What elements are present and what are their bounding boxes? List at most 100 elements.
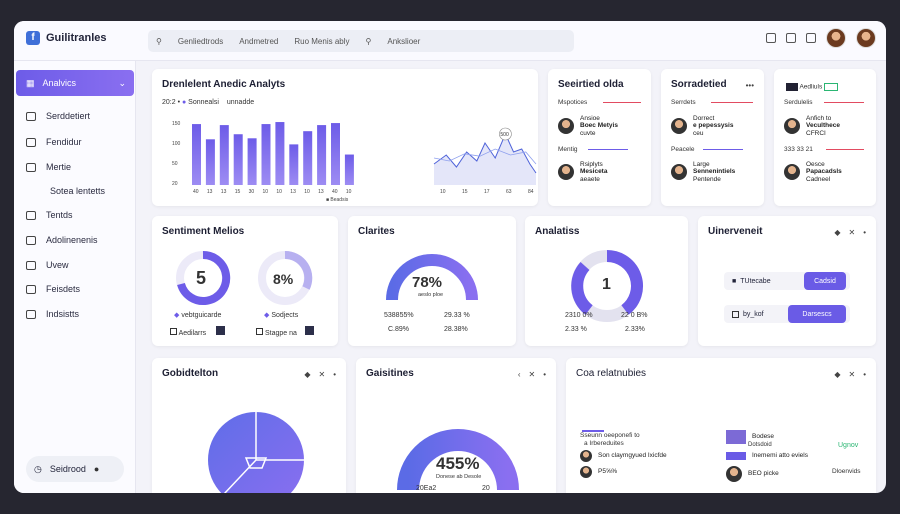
close-icon[interactable]: ✕	[528, 370, 536, 379]
search-item-3[interactable]: Ruo Menis ably	[294, 36, 350, 46]
toggle-icon[interactable]	[824, 83, 839, 91]
person-item[interactable]: Oesce Papacadsls Cadneel	[784, 161, 842, 183]
x-tick-label: 40	[193, 189, 199, 195]
relation-label: Inememi atto eviels	[752, 452, 808, 460]
close-icon[interactable]: ✕	[848, 370, 856, 379]
image-icon[interactable]	[786, 33, 796, 43]
metric-label: Stagpe na	[264, 330, 297, 337]
card-controls[interactable]: ◆ ✕ •	[834, 228, 866, 237]
card-menu-icon[interactable]: •••	[745, 81, 754, 90]
person-item[interactable]: Anfich to Veculthece CFRCI	[784, 115, 840, 137]
section-header: 333 33 21	[784, 146, 813, 153]
sidebar-item-1[interactable]: Serddetiert	[26, 111, 90, 121]
document-icon[interactable]	[766, 33, 776, 43]
person-item[interactable]: Ansioe Boec Metyis cuvte	[558, 115, 618, 137]
avatar	[726, 466, 742, 482]
person-name: Large	[693, 161, 710, 168]
coa-card: Coa relatnubies ◆ ✕ • Sseunn oeeponefi to …	[566, 358, 876, 493]
clarites-card: Clarites 78% aeslo ploe 538855% 29.33 % …	[348, 216, 516, 346]
gauge-value: 5	[196, 268, 207, 288]
person-name: Anfich to	[806, 115, 832, 122]
search-item-1[interactable]: Genliedtrods	[177, 36, 224, 46]
legend-label-b: Sonnealsi	[188, 99, 219, 106]
callout-label: 500	[500, 132, 509, 138]
card-controls[interactable]: ◆ ✕ •	[834, 370, 866, 379]
sidebar-footer-button[interactable]: ◷ Seidrood ●	[26, 456, 124, 482]
sidebar-item-8[interactable]: Feisdets	[26, 284, 80, 294]
line-x-tick-label: 84	[528, 189, 534, 195]
pie-chart[interactable]	[152, 358, 346, 493]
chart-icon	[26, 284, 36, 294]
card-title: Gobidtelton	[162, 368, 219, 379]
y-tick-label: 100	[172, 141, 181, 147]
user-avatar[interactable]	[826, 28, 846, 48]
chevron-left-icon[interactable]: ‹	[517, 370, 521, 379]
gauge-fill	[571, 261, 593, 315]
row-pill[interactable]: Darsescs	[788, 305, 846, 323]
more-icon[interactable]: •	[863, 370, 866, 379]
checkbox[interactable]	[256, 328, 263, 335]
metric-label: Sodjects	[271, 312, 299, 319]
stat-value: 22 0 B%	[621, 312, 648, 319]
stat-value: 28.38%	[444, 326, 468, 333]
person-item[interactable]: Large Sennenintiels Pentende	[671, 161, 735, 183]
diamond-icon[interactable]: ◆	[834, 228, 841, 237]
card-header-label: Aedliuls	[799, 83, 823, 91]
label-row: ◆ Sodjects	[264, 312, 299, 319]
relation-item[interactable]: BEO picke	[726, 466, 779, 482]
monitor-icon	[26, 309, 36, 319]
bar-chart[interactable]: 150 100 50 20 40 13 13 15 30 10 10 13 10 13 40 10 500 10 1…	[152, 69, 538, 206]
person-item[interactable]: Rsiplyts Mesiceta aeaete	[558, 161, 607, 183]
person-meta: Cadneel	[806, 175, 831, 183]
sidebar-item-5[interactable]: Tentds	[26, 210, 73, 220]
relation-item[interactable]: P5⅝%	[580, 466, 617, 478]
person-item[interactable]: Dorrect e pepessysis ceu	[671, 115, 733, 137]
search-item-2[interactable]: Andmetred	[239, 36, 279, 46]
diamond-icon[interactable]: ◆	[304, 370, 311, 379]
label-row[interactable]: Stagpe na	[256, 326, 314, 337]
sidebar-item-7[interactable]: Uvew	[26, 260, 69, 270]
user-avatar-2[interactable]	[856, 28, 876, 48]
bar	[303, 131, 313, 185]
card-title: Sorradetied	[671, 79, 727, 90]
divider	[824, 102, 864, 103]
square-icon	[216, 326, 226, 335]
person-meta: CFRCI	[806, 129, 826, 137]
card-controls[interactable]: ◆ ✕ •	[304, 370, 336, 379]
checkbox[interactable]	[732, 310, 739, 318]
line-x-tick-label: 63	[506, 189, 512, 195]
diamond-icon[interactable]: ◆	[834, 370, 841, 379]
relation-item[interactable]: Son claymgyued Ixicfde	[580, 450, 667, 462]
relation-item[interactable]: Bodese	[726, 430, 774, 444]
card-controls[interactable]: ‹ ✕ •	[518, 370, 546, 379]
close-icon[interactable]: ✕	[318, 370, 326, 379]
person-card-2: Sorradetied ••• Serrdets Dorrect e pepess…	[661, 69, 764, 206]
brand[interactable]: f Guilitranles	[26, 31, 107, 45]
gauge-fill	[386, 254, 478, 301]
label-row[interactable]: Aedilarrs	[170, 326, 226, 337]
checkbox[interactable]	[170, 328, 177, 335]
calendar-icon[interactable]	[806, 33, 816, 43]
search-item-4[interactable]: Ankslioer	[387, 36, 421, 46]
sidebar-item-6[interactable]: Adolinenenis	[26, 235, 98, 245]
app-window: f Guilitranles ⚲ Genliedtrods Andmetred …	[14, 21, 886, 493]
sidebar-item-3[interactable]: Mertie	[26, 162, 71, 172]
sidebar-item-analytics[interactable]: ▦ Analvics ⌄	[16, 70, 134, 96]
message-icon	[26, 162, 36, 172]
row-pill[interactable]: Cadsid	[804, 272, 846, 290]
x-tick-label: 13	[207, 189, 213, 195]
section-header: Serrdets	[671, 99, 696, 106]
sidebar-item-2[interactable]: Fendidur	[26, 137, 82, 147]
more-icon[interactable]: •	[543, 370, 546, 379]
more-icon[interactable]: •	[333, 370, 336, 379]
search-icon: ⚲	[156, 36, 162, 46]
close-icon[interactable]: ✕	[848, 228, 856, 237]
person-line: Mesiceta	[580, 168, 608, 176]
sidebar-item-9[interactable]: Indsistts	[26, 309, 79, 319]
search-bar[interactable]: ⚲ Genliedtrods Andmetred Ruo Menis ably …	[148, 30, 574, 52]
more-icon[interactable]: •	[863, 228, 866, 237]
sidebar-item-4[interactable]: Sotea lentetts	[50, 186, 105, 196]
relation-item[interactable]: Inememi atto eviels	[726, 452, 808, 460]
y-tick-label: 20	[172, 181, 178, 187]
gauge-value: 8%	[273, 271, 294, 287]
